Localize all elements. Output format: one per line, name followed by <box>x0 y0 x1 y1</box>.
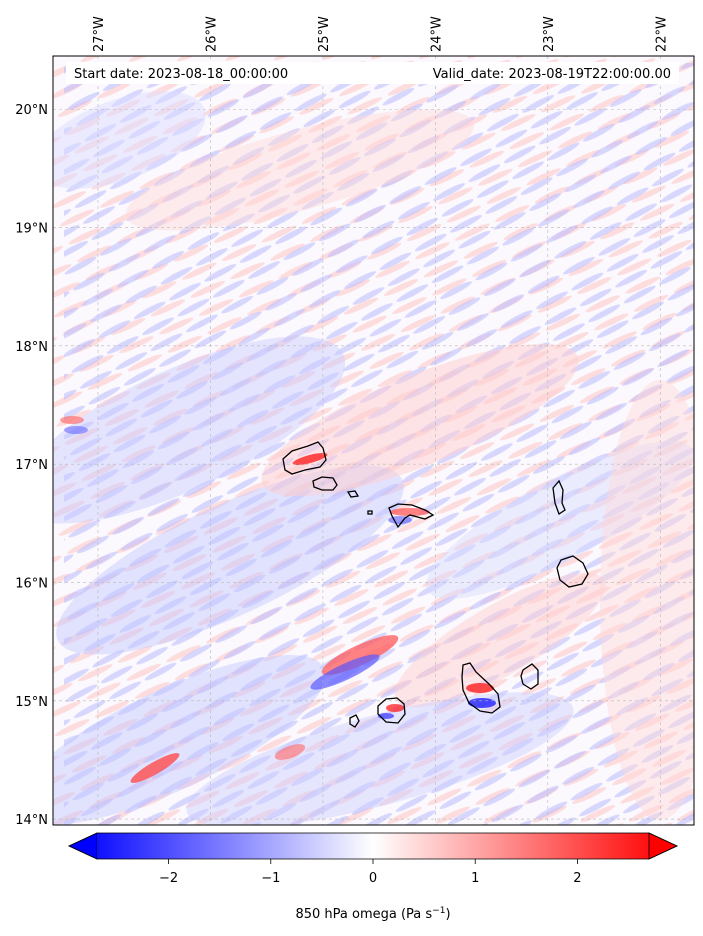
latitude-tick-label: 16°N <box>15 576 48 591</box>
longitude-tick-label: 26°W <box>204 16 219 52</box>
longitude-tick-label: 24°W <box>429 16 444 52</box>
latitude-tick-label: 15°N <box>15 695 48 710</box>
latitude-tick-label: 17°N <box>15 458 48 473</box>
start-date-label: Start date: 2023-08-18_00:00:00 <box>74 67 288 82</box>
island-fogo <box>377 697 406 724</box>
map-frame <box>52 55 695 826</box>
colorbar-outline <box>68 832 678 860</box>
colorbar-label: 850 hPa omega (Pa s−1) <box>295 906 450 922</box>
island-coastlines <box>282 441 589 728</box>
latitude-tick-label: 18°N <box>15 340 48 355</box>
colorbar-body <box>97 833 649 859</box>
header-box <box>66 62 679 84</box>
longitude-tick-label: 23°W <box>542 16 557 52</box>
colorbar-tick-label: −1 <box>261 871 280 886</box>
island-maio <box>520 663 539 690</box>
colorbar-extend-right <box>648 832 678 860</box>
island-brava <box>349 714 360 728</box>
latitude-tick-label: 19°N <box>15 222 48 237</box>
colorbar-tick-label: 1 <box>471 871 479 886</box>
island-branco <box>367 510 373 515</box>
longitude-tick-label: 25°W <box>317 16 332 52</box>
colorbar-ticks: −2 −1 0 1 2 <box>159 859 582 886</box>
colorbar-tick-label: −2 <box>159 871 178 886</box>
island-santo-antao <box>282 441 327 475</box>
latitude-tick-label: 14°N <box>15 813 48 828</box>
latitude-tick-labels: 20°N 19°N 18°N 17°N 16°N 15°N 14°N <box>15 103 48 828</box>
colorbar-tick-label: 0 <box>369 871 377 886</box>
colorbar: −2 −1 0 1 2 850 hPa omega (Pa s−1) <box>68 832 678 922</box>
map-area: Start date: 2023-08-18_00:00:00 Valid_da… <box>52 55 695 826</box>
island-sal <box>552 479 566 515</box>
colorbar-extend-left <box>68 832 98 860</box>
island-santa-luzia <box>346 490 360 498</box>
gridlines <box>53 56 694 825</box>
colorbar-tick-label: 2 <box>573 871 581 886</box>
island-sao-nicolau <box>388 503 435 529</box>
latitude-tick-label: 20°N <box>15 103 48 118</box>
island-boa-vista <box>556 555 589 588</box>
island-sao-vicente <box>312 476 338 491</box>
valid-date-label: Valid_date: 2023-08-19T22:00:00.00 <box>433 67 671 82</box>
longitude-tick-label: 27°W <box>92 16 107 52</box>
omega-field <box>53 56 694 825</box>
longitude-tick-label: 22°W <box>654 16 669 52</box>
longitude-tick-labels: 27°W 26°W 25°W 24°W 23°W 22°W <box>92 16 669 52</box>
island-santiago <box>461 662 501 714</box>
